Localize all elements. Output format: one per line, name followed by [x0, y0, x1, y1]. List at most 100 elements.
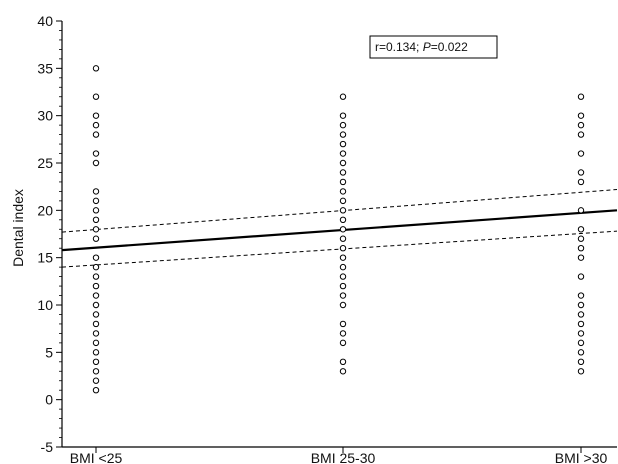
data-point [577, 273, 585, 280]
data-point [92, 339, 100, 347]
data-point [577, 330, 585, 337]
data-point [339, 207, 347, 214]
data-point [92, 377, 100, 384]
data-point [92, 273, 100, 280]
data-point [577, 93, 585, 100]
data-point [577, 339, 585, 347]
data-point [339, 178, 347, 186]
data-point [339, 254, 347, 261]
data-point [339, 368, 347, 375]
data-point [577, 368, 585, 375]
data-point [92, 282, 100, 290]
data-point [339, 169, 347, 176]
data-point [92, 121, 100, 129]
data-point [339, 292, 347, 299]
stat-annotation-text: r=0.134; P=0.022 [375, 40, 468, 54]
data-point [92, 159, 100, 167]
y-tick-label: 25 [37, 155, 53, 171]
regression-line [61, 209, 618, 252]
data-point [92, 358, 100, 365]
data-point [577, 320, 585, 328]
data-point [339, 150, 347, 157]
data-point [577, 292, 585, 299]
data-point [92, 188, 100, 195]
y-tick-label: 20 [37, 202, 53, 218]
y-tick-label: 10 [37, 297, 53, 313]
stat-annotation-box [369, 35, 498, 59]
data-point [577, 226, 585, 233]
data-point [339, 301, 347, 309]
data-point [92, 330, 100, 337]
data-point [577, 245, 585, 252]
x-tick-label: BMI <25 [70, 450, 123, 464]
data-point [577, 349, 585, 356]
data-point [577, 254, 585, 261]
data-point [92, 387, 100, 394]
data-point [339, 93, 347, 100]
data-point [577, 235, 585, 242]
y-tick-label: 35 [37, 60, 53, 76]
stat-annotation: r=0.134; P=0.022 [369, 35, 498, 59]
data-point [92, 368, 100, 375]
data-point [339, 131, 347, 138]
data-point [92, 112, 100, 119]
y-tick-label: 15 [37, 250, 53, 266]
data-point [92, 311, 100, 318]
data-point [92, 235, 100, 242]
data-point [339, 339, 347, 347]
data-point [577, 112, 585, 119]
data-point [92, 320, 100, 328]
x-tick-label: BMI 25-30 [311, 450, 376, 464]
data-point [92, 292, 100, 299]
data-point [339, 320, 347, 328]
data-point [92, 301, 100, 309]
y-tick-label: 40 [37, 13, 53, 29]
data-point [92, 65, 100, 72]
data-point [339, 245, 347, 252]
y-tick-label: 0 [45, 392, 53, 408]
data-point [92, 216, 100, 224]
stat-annotation-r: r=0.134; [375, 40, 423, 54]
data-point [339, 197, 347, 205]
data-point [92, 254, 100, 261]
data-point [339, 188, 347, 195]
data-point [339, 226, 347, 233]
data-point [92, 349, 100, 356]
y-tick-label: 30 [37, 108, 53, 124]
plot-area: -5 0 5 10 15 20 25 30 35 40 BMI <25 BMI 25-30 BMI >3… [37, 13, 618, 464]
y-tick-label: 5 [45, 344, 53, 360]
data-point [339, 273, 347, 280]
data-point [339, 282, 347, 290]
data-point [339, 159, 347, 167]
data-point [339, 216, 347, 224]
y-axis-title: Dental index [10, 189, 26, 267]
data-point [577, 178, 585, 186]
x-tick-label: BMI >30 [555, 450, 608, 464]
data-point [339, 121, 347, 129]
data-point [577, 169, 585, 176]
data-point [339, 112, 347, 119]
data-point [339, 263, 347, 271]
data-point [92, 207, 100, 214]
data-point [92, 263, 100, 271]
ci-upper-line [61, 189, 618, 233]
stat-annotation-p-label: P [423, 40, 431, 54]
stat-annotation-p-value: =0.022 [431, 40, 468, 54]
data-point [577, 121, 585, 129]
data-point [339, 330, 347, 337]
data-point [577, 150, 585, 157]
data-point [577, 358, 585, 365]
data-point [92, 226, 100, 233]
data-point [339, 358, 347, 365]
data-point [92, 197, 100, 205]
data-point [339, 235, 347, 242]
data-point [92, 93, 100, 100]
data-point [339, 140, 347, 148]
data-point [577, 311, 585, 318]
ci-lower-line [61, 230, 618, 268]
data-point [92, 150, 100, 157]
y-tick-label: -5 [41, 439, 54, 455]
data-point [577, 207, 585, 214]
data-point [92, 131, 100, 138]
